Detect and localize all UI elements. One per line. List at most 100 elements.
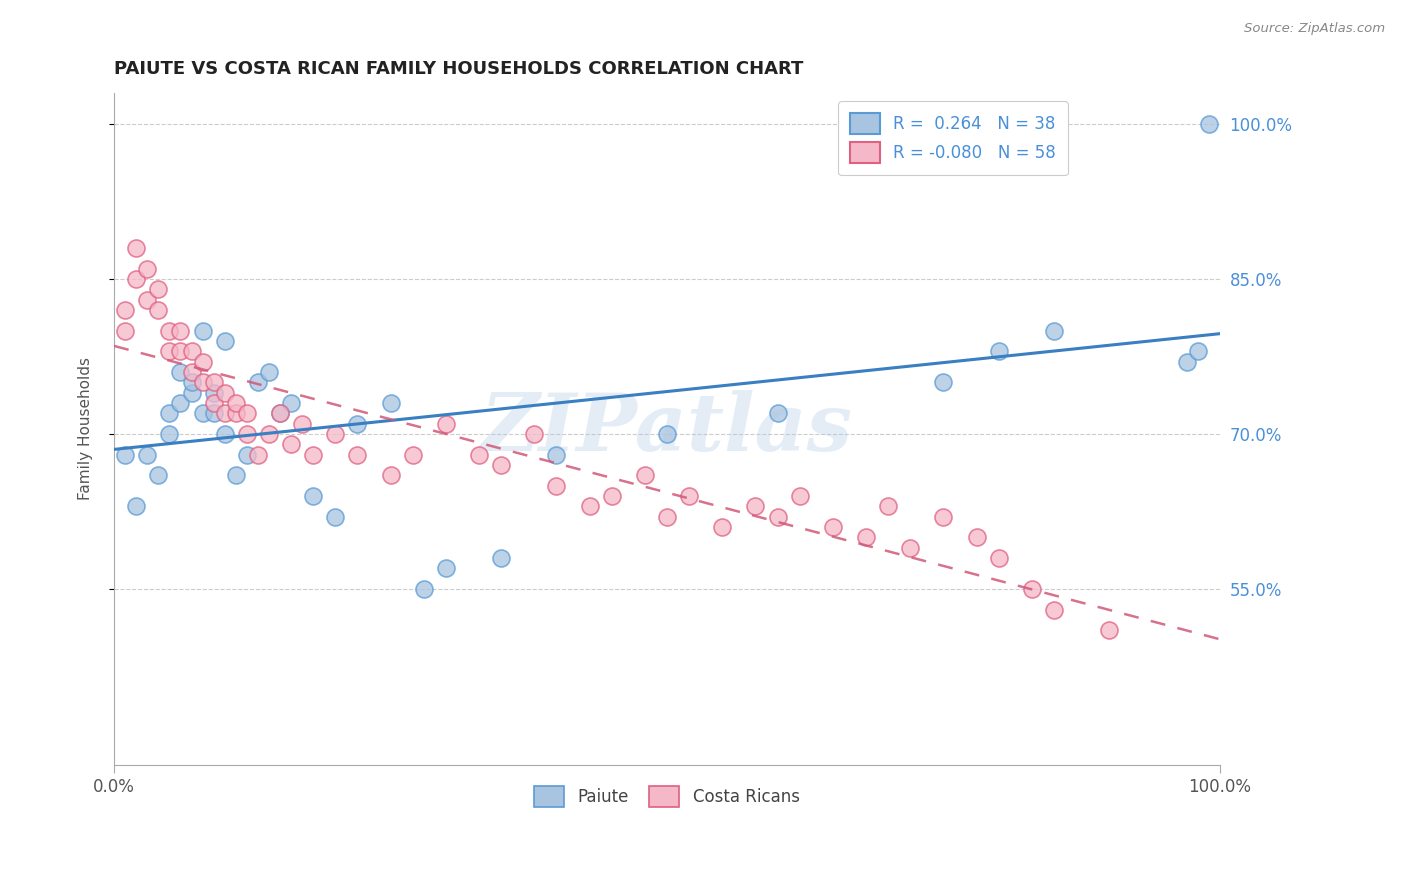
- Point: [655, 509, 678, 524]
- Point: [257, 365, 280, 379]
- Point: [202, 385, 225, 400]
- Point: [246, 376, 269, 390]
- Point: [157, 406, 180, 420]
- Point: [489, 550, 512, 565]
- Point: [291, 417, 314, 431]
- Point: [157, 426, 180, 441]
- Point: [269, 406, 291, 420]
- Point: [225, 468, 247, 483]
- Point: [180, 344, 202, 359]
- Point: [148, 303, 170, 318]
- Point: [987, 550, 1010, 565]
- Point: [346, 417, 368, 431]
- Point: [236, 406, 259, 420]
- Point: [711, 520, 734, 534]
- Point: [678, 489, 700, 503]
- Point: [966, 530, 988, 544]
- Point: [214, 406, 236, 420]
- Point: [323, 509, 346, 524]
- Point: [236, 448, 259, 462]
- Point: [302, 489, 325, 503]
- Point: [578, 500, 600, 514]
- Point: [1098, 624, 1121, 638]
- Point: [821, 520, 844, 534]
- Point: [1043, 324, 1066, 338]
- Point: [302, 448, 325, 462]
- Point: [789, 489, 811, 503]
- Point: [148, 282, 170, 296]
- Point: [932, 376, 955, 390]
- Point: [191, 376, 214, 390]
- Point: [280, 396, 302, 410]
- Point: [600, 489, 623, 503]
- Point: [434, 417, 457, 431]
- Point: [1021, 582, 1043, 596]
- Point: [523, 426, 546, 441]
- Point: [1198, 117, 1220, 131]
- Point: [380, 396, 402, 410]
- Point: [634, 468, 657, 483]
- Text: Source: ZipAtlas.com: Source: ZipAtlas.com: [1244, 22, 1385, 36]
- Point: [157, 324, 180, 338]
- Point: [855, 530, 877, 544]
- Point: [191, 324, 214, 338]
- Point: [169, 396, 191, 410]
- Point: [766, 406, 789, 420]
- Point: [987, 344, 1010, 359]
- Point: [236, 426, 259, 441]
- Point: [180, 385, 202, 400]
- Point: [225, 396, 247, 410]
- Point: [125, 241, 148, 255]
- Point: [191, 406, 214, 420]
- Point: [180, 376, 202, 390]
- Point: [546, 448, 568, 462]
- Point: [202, 406, 225, 420]
- Point: [655, 426, 678, 441]
- Point: [489, 458, 512, 472]
- Point: [180, 365, 202, 379]
- Point: [346, 448, 368, 462]
- Point: [1175, 354, 1198, 368]
- Point: [114, 324, 136, 338]
- Point: [148, 468, 170, 483]
- Point: [932, 509, 955, 524]
- Point: [401, 448, 423, 462]
- Point: [136, 448, 159, 462]
- Point: [202, 376, 225, 390]
- Point: [136, 261, 159, 276]
- Point: [214, 334, 236, 348]
- Point: [125, 272, 148, 286]
- Legend: Paiute, Costa Ricans: Paiute, Costa Ricans: [527, 780, 806, 814]
- Point: [169, 324, 191, 338]
- Point: [214, 426, 236, 441]
- Point: [1043, 602, 1066, 616]
- Point: [877, 500, 900, 514]
- Point: [246, 448, 269, 462]
- Text: ZIPatlas: ZIPatlas: [481, 390, 853, 467]
- Point: [225, 406, 247, 420]
- Point: [169, 365, 191, 379]
- Text: PAIUTE VS COSTA RICAN FAMILY HOUSEHOLDS CORRELATION CHART: PAIUTE VS COSTA RICAN FAMILY HOUSEHOLDS …: [114, 60, 803, 78]
- Point: [202, 396, 225, 410]
- Point: [1187, 344, 1209, 359]
- Point: [434, 561, 457, 575]
- Point: [191, 354, 214, 368]
- Point: [898, 541, 921, 555]
- Point: [380, 468, 402, 483]
- Point: [136, 293, 159, 307]
- Point: [114, 448, 136, 462]
- Point: [114, 303, 136, 318]
- Point: [257, 426, 280, 441]
- Point: [412, 582, 434, 596]
- Point: [269, 406, 291, 420]
- Point: [546, 478, 568, 492]
- Point: [157, 344, 180, 359]
- Point: [468, 448, 491, 462]
- Point: [280, 437, 302, 451]
- Point: [766, 509, 789, 524]
- Y-axis label: Family Households: Family Households: [79, 358, 93, 500]
- Point: [323, 426, 346, 441]
- Point: [214, 385, 236, 400]
- Point: [125, 500, 148, 514]
- Point: [169, 344, 191, 359]
